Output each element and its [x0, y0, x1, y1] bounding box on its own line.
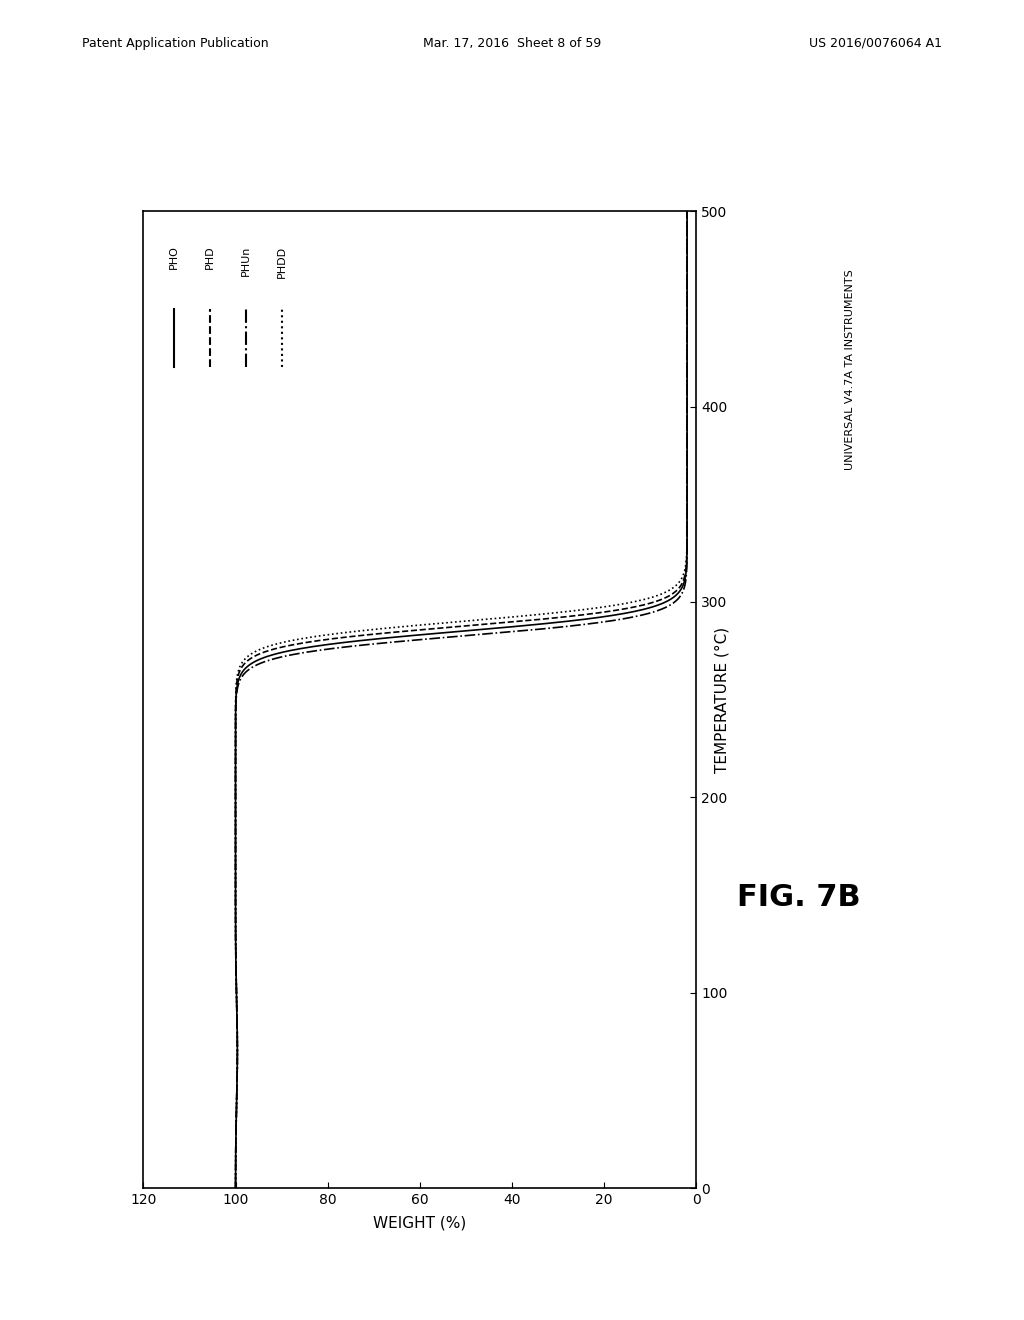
- Text: PHO: PHO: [169, 246, 179, 269]
- Text: FIG. 7B: FIG. 7B: [737, 883, 860, 912]
- Text: Mar. 17, 2016  Sheet 8 of 59: Mar. 17, 2016 Sheet 8 of 59: [423, 37, 601, 50]
- Text: PHDD: PHDD: [276, 246, 287, 277]
- Text: Patent Application Publication: Patent Application Publication: [82, 37, 268, 50]
- Text: US 2016/0076064 A1: US 2016/0076064 A1: [809, 37, 942, 50]
- Text: PHD: PHD: [205, 246, 215, 269]
- Text: TEMPERATURE (°C): TEMPERATURE (°C): [715, 627, 729, 772]
- Text: PHUn: PHUn: [241, 246, 251, 276]
- Text: UNIVERSAL V4.7A TA INSTRUMENTS: UNIVERSAL V4.7A TA INSTRUMENTS: [845, 269, 855, 470]
- X-axis label: WEIGHT (%): WEIGHT (%): [373, 1216, 467, 1230]
